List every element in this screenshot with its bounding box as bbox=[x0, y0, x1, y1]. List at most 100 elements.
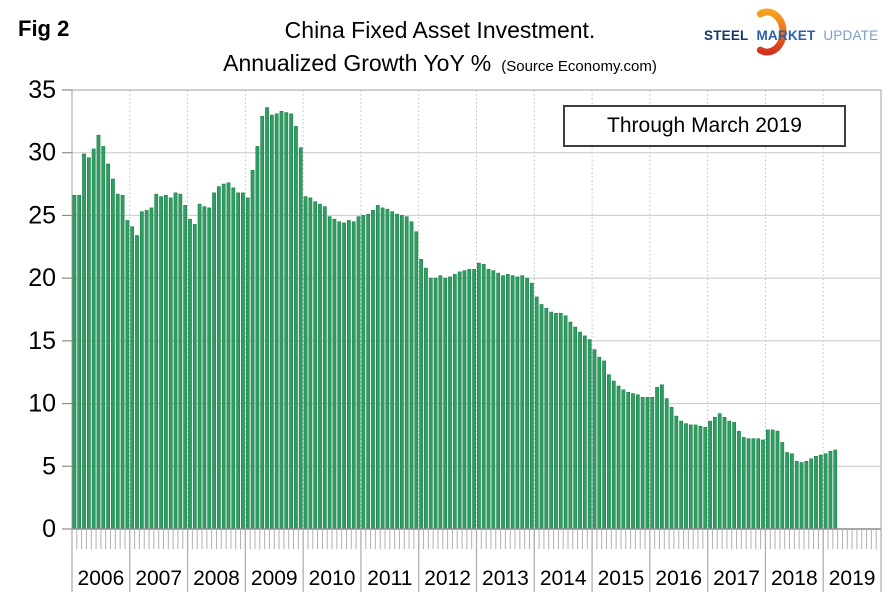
bar-2014-06 bbox=[558, 312, 563, 530]
bar-2010-12 bbox=[356, 216, 361, 530]
year-label-2019: 2019 bbox=[829, 567, 876, 590]
bar-2012-01 bbox=[419, 259, 424, 530]
bar-2013-10 bbox=[520, 275, 525, 530]
bar-2009-05 bbox=[265, 107, 269, 530]
year-label-2015: 2015 bbox=[598, 567, 645, 590]
bar-2017-07 bbox=[737, 430, 741, 530]
bar-2007-08 bbox=[164, 195, 168, 530]
bar-2016-03 bbox=[660, 384, 664, 530]
bar-2015-06 bbox=[616, 385, 621, 530]
bar-2011-05 bbox=[380, 207, 385, 530]
bar-2014-05 bbox=[554, 312, 558, 530]
bar-2009-03 bbox=[255, 146, 260, 530]
bar-2010-05 bbox=[322, 206, 327, 530]
bar-2010-08 bbox=[337, 221, 342, 530]
bar-2019-01 bbox=[823, 453, 828, 530]
bar-2013-05 bbox=[496, 272, 501, 530]
bar-2008-10 bbox=[231, 187, 236, 530]
bar-2008-04 bbox=[202, 206, 207, 530]
bar-2015-08 bbox=[626, 391, 631, 530]
bar-2014-12 bbox=[587, 339, 592, 530]
bar-2017-10 bbox=[751, 438, 756, 530]
bar-2009-10 bbox=[289, 113, 293, 530]
bar-2009-06 bbox=[269, 114, 274, 530]
y-tick-label-0: 0 bbox=[42, 515, 56, 543]
bar-2017-01 bbox=[708, 420, 712, 530]
bar-2014-03 bbox=[544, 307, 549, 530]
bar-2011-07 bbox=[390, 211, 395, 530]
bar-2018-09 bbox=[804, 460, 809, 530]
bar-2018-05 bbox=[785, 452, 789, 530]
bar-2006-09 bbox=[111, 178, 115, 530]
bar-2008-01 bbox=[188, 218, 192, 530]
bar-2015-05 bbox=[611, 380, 616, 530]
bar-2012-02 bbox=[424, 267, 428, 530]
bar-2006-07 bbox=[101, 146, 106, 530]
bar-2006-08 bbox=[106, 163, 111, 530]
bar-2014-11 bbox=[582, 335, 587, 530]
chart-title-block: China Fixed Asset Investment. Annualized… bbox=[120, 16, 760, 78]
y-tick-label-5: 5 bbox=[42, 452, 56, 480]
y-tick-label-25: 25 bbox=[28, 201, 56, 229]
bar-2018-03 bbox=[775, 430, 780, 530]
bar-2011-06 bbox=[385, 208, 390, 530]
smu-logo: STEEL MARKET UPDATE bbox=[698, 6, 883, 64]
bar-2018-11 bbox=[814, 455, 818, 530]
bar-2013-09 bbox=[515, 276, 520, 530]
bar-2018-10 bbox=[809, 458, 814, 530]
bar-2006-03 bbox=[82, 153, 86, 530]
bar-2008-06 bbox=[212, 192, 216, 530]
bar-2007-02 bbox=[135, 235, 139, 530]
bar-2011-08 bbox=[395, 213, 399, 530]
bar-2008-08 bbox=[221, 183, 226, 530]
bar-2008-03 bbox=[197, 203, 202, 530]
bar-2008-07 bbox=[216, 186, 221, 530]
bar-2016-12 bbox=[703, 427, 708, 530]
bar-2008-02 bbox=[192, 223, 197, 530]
bar-2007-06 bbox=[154, 193, 159, 530]
bar-2009-02 bbox=[250, 169, 255, 530]
y-tick-label-10: 10 bbox=[28, 390, 56, 418]
bar-2013-08 bbox=[510, 275, 515, 530]
bar-2013-03 bbox=[486, 269, 491, 530]
bar-2016-09 bbox=[688, 424, 693, 530]
bar-2018-08 bbox=[799, 462, 804, 530]
year-label-2018: 2018 bbox=[771, 567, 818, 590]
bar-2006-05 bbox=[91, 148, 96, 530]
bar-2018-04 bbox=[780, 442, 785, 530]
year-label-2014: 2014 bbox=[540, 567, 587, 590]
bar-2014-01 bbox=[534, 296, 539, 530]
bar-2016-08 bbox=[684, 423, 688, 530]
bar-2011-02 bbox=[366, 213, 371, 530]
bar-2011-01 bbox=[361, 215, 366, 530]
year-label-2009: 2009 bbox=[251, 567, 298, 590]
bar-2012-05 bbox=[438, 275, 443, 530]
bar-2014-07 bbox=[563, 315, 568, 530]
bar-2017-05 bbox=[727, 420, 732, 530]
bar-2012-09 bbox=[457, 271, 462, 530]
bar-2011-10 bbox=[404, 216, 409, 530]
year-label-2011: 2011 bbox=[367, 567, 412, 590]
chart-subtitle: Annualized Growth YoY % (Source Economy.c… bbox=[120, 49, 760, 78]
bar-2009-08 bbox=[279, 111, 284, 530]
bar-2010-11 bbox=[351, 221, 356, 530]
bar-2008-09 bbox=[226, 182, 231, 530]
year-label-2008: 2008 bbox=[193, 567, 240, 590]
bar-2014-09 bbox=[573, 326, 578, 530]
bar-2017-03 bbox=[717, 413, 722, 530]
bar-2012-08 bbox=[452, 274, 457, 530]
steel-crescent-icon bbox=[756, 8, 787, 56]
bar-2012-11 bbox=[467, 269, 472, 530]
bar-2014-08 bbox=[568, 321, 573, 530]
bar-2018-12 bbox=[818, 454, 823, 530]
year-label-2016: 2016 bbox=[655, 567, 702, 590]
bar-2007-09 bbox=[168, 197, 173, 530]
year-label-2017: 2017 bbox=[713, 567, 760, 590]
bar-2015-04 bbox=[607, 374, 611, 530]
bar-2006-12 bbox=[125, 220, 130, 530]
bar-2011-03 bbox=[371, 210, 375, 530]
logo-word-market: MARKET bbox=[756, 28, 816, 43]
bar-2012-12 bbox=[472, 269, 476, 530]
bar-2017-06 bbox=[732, 422, 737, 530]
